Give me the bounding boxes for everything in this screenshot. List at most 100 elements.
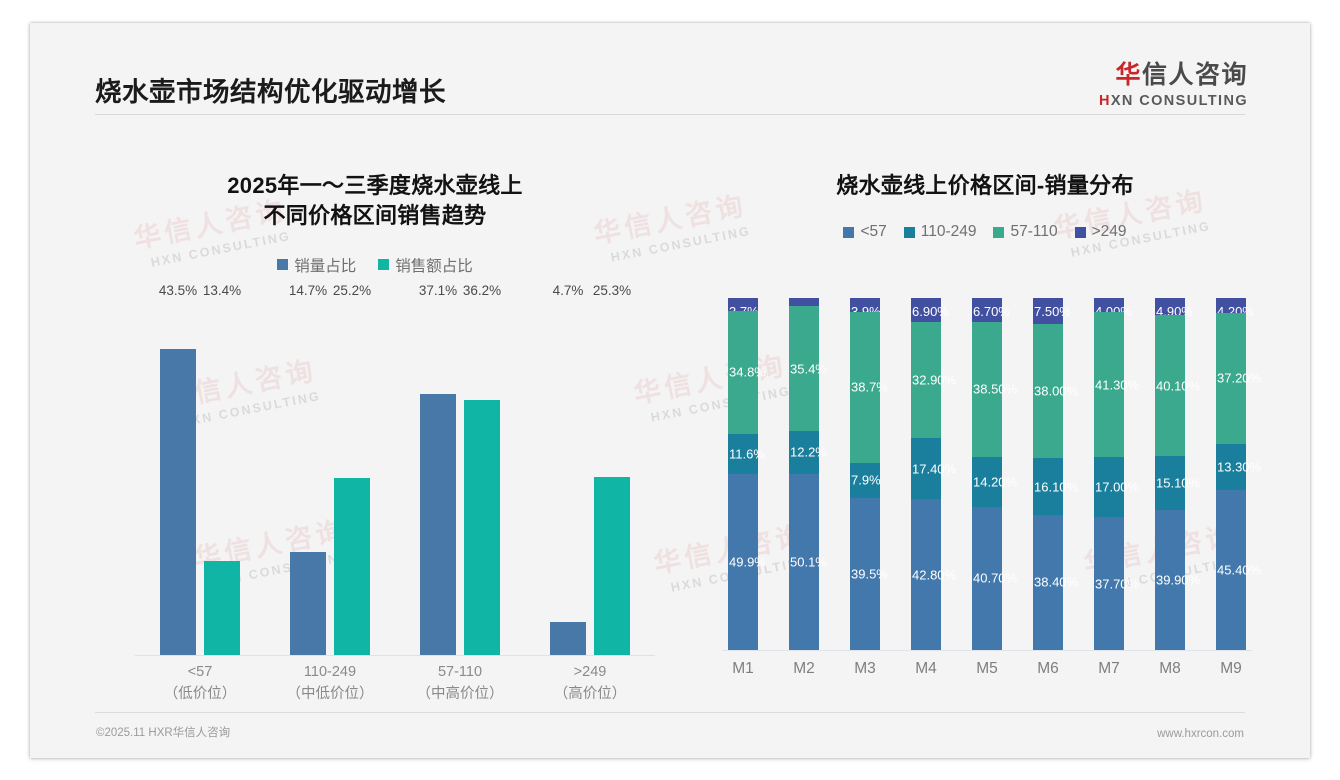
logo-chinese-rest: 信人咨询	[1141, 61, 1248, 89]
stack-segment-label: 38.7%	[851, 379, 888, 395]
bar-wrap[interactable]: 36.2%	[463, 283, 501, 655]
stack-segment-gt249[interactable]: 2.4%	[789, 297, 820, 318]
stack-segment-label: 13.30%	[1217, 459, 1262, 475]
stack-segment-110-249[interactable]: 14.20%	[972, 456, 1017, 507]
legend-swatch-revenue-share	[378, 259, 390, 271]
bar-wrap[interactable]: 25.3%	[593, 283, 631, 655]
slide-canvas: 烧水壶市场结构优化驱动增长 华信人咨询 HXN CONSULTING 华信人咨询…	[30, 23, 1310, 758]
bar-value-label: 43.5%	[158, 283, 198, 298]
footer-website[interactable]: www.hxrcon.com	[1157, 728, 1244, 740]
stack-segment-label: 39.90%	[1156, 572, 1201, 588]
bar-value-label: 25.2%	[332, 283, 372, 298]
stack-segment-110-249[interactable]: 16.10%	[1033, 458, 1078, 515]
bar-wrap[interactable]: 37.1%	[419, 283, 457, 655]
stack-segment-57-110[interactable]: 35.4%	[789, 306, 827, 431]
left-chart-legend: 销量占比 销售额占比	[70, 254, 680, 276]
stacked-bar-plot-area: 3.7% 34.8% 11.6% 49.9% 2.4%	[722, 297, 1261, 650]
category-label: M4	[915, 660, 937, 677]
stack-segment-57-110[interactable]: 34.8%	[728, 311, 766, 434]
bar-wrap[interactable]: 14.7%	[289, 283, 327, 655]
stack-segment-label: 14.20%	[973, 474, 1018, 490]
stack-segment-57-110[interactable]: 37.20%	[1216, 312, 1261, 444]
category-label: M9	[1220, 660, 1242, 677]
stack-segment-57-110[interactable]: 40.10%	[1155, 315, 1200, 457]
category-label: M7	[1098, 660, 1120, 677]
stack-segment-label: 32.90%	[912, 372, 957, 388]
stack-segment-lt57[interactable]: 37.70%	[1094, 517, 1139, 650]
bar-rect[interactable]	[594, 476, 630, 655]
bar-value-label: 14.7%	[288, 283, 328, 298]
stack-segment-label: 7.9%	[851, 472, 881, 488]
stack-segment-gt249[interactable]: 6.70%	[972, 298, 1010, 322]
stack-segment-110-249[interactable]: 7.9%	[850, 462, 881, 498]
stack-segment-110-249[interactable]: 17.40%	[911, 438, 956, 500]
bar-wrap[interactable]: 13.4%	[203, 283, 241, 655]
stack-segment-lt57[interactable]: 49.9%	[728, 474, 766, 650]
stack-segment-lt57[interactable]: 40.70%	[972, 506, 1017, 650]
stack-segment-57-110[interactable]: 38.7%	[850, 311, 888, 463]
stack-segment-lt57[interactable]: 38.40%	[1033, 514, 1078, 650]
legend-item-110-249[interactable]: 110-249	[903, 223, 977, 241]
stack-segment-57-110[interactable]: 32.90%	[911, 322, 956, 439]
stack-segment-110-249[interactable]: 17.00%	[1094, 457, 1139, 518]
bar-rect[interactable]	[334, 477, 370, 655]
stack-segment-label: 41.30%	[1095, 377, 1140, 393]
stack-segment-gt249[interactable]: 3.7%	[728, 298, 759, 318]
legend-label-110-249: 110-249	[920, 223, 977, 241]
bar-wrap[interactable]: 43.5%	[159, 283, 197, 655]
legend-label-lt57: <57	[860, 223, 887, 241]
stack-segment-label: 39.5%	[851, 566, 888, 582]
stack-segment-label: 37.20%	[1217, 370, 1262, 386]
bar-group: 37.1% 36.2%	[404, 283, 516, 655]
stack-segment-110-249[interactable]: 15.10%	[1155, 456, 1200, 510]
stack-segment-gt249[interactable]: 4.90%	[1155, 298, 1193, 318]
stack-segment-110-249[interactable]: 13.30%	[1216, 443, 1261, 491]
legend-item-lt57[interactable]: <57	[843, 223, 887, 241]
category-label: M6	[1037, 660, 1059, 677]
bar-rect[interactable]	[420, 393, 456, 655]
stack-segment-lt57[interactable]: 50.1%	[789, 473, 827, 650]
bar-wrap[interactable]: 4.7%	[550, 283, 586, 655]
category-label: M8	[1159, 660, 1181, 677]
legend-label-gt249: >249	[1091, 223, 1127, 241]
bar-rect[interactable]	[204, 560, 240, 655]
stack-segment-gt249[interactable]: 4.00%	[1094, 298, 1132, 318]
stack-segment-lt57[interactable]: 42.80%	[911, 499, 956, 650]
legend-item-57-110[interactable]: 57-110	[993, 223, 1058, 241]
legend-label-57-110: 57-110	[1010, 223, 1058, 241]
bar-group: 14.7% 25.2%	[274, 283, 386, 655]
bar-wrap[interactable]: 25.2%	[333, 283, 371, 655]
stack-segment-110-249[interactable]: 12.2%	[789, 430, 827, 474]
stacked-column: 2.4% 35.4% 12.2% 50.1%	[789, 297, 827, 650]
stack-segment-label: 15.10%	[1156, 475, 1201, 491]
stack-segment-57-110[interactable]: 41.30%	[1094, 312, 1139, 458]
category-label-sub: （高价位）	[553, 686, 627, 703]
stack-segment-label: 50.1%	[790, 554, 827, 570]
stack-segment-gt249[interactable]: 4.20%	[1216, 298, 1254, 318]
stack-segment-lt57[interactable]: 39.90%	[1155, 509, 1200, 650]
bar-rect[interactable]	[290, 551, 326, 655]
stack-segment-110-249[interactable]: 11.6%	[728, 433, 765, 475]
legend-item-gt249[interactable]: >249	[1074, 223, 1127, 241]
category-label-sub: （低价位）	[163, 686, 237, 703]
stack-segment-label: 40.10%	[1156, 378, 1201, 394]
category-label: M1	[732, 660, 754, 677]
category-label: 110-249 （中低价位）	[274, 661, 386, 706]
bar-rect[interactable]	[464, 400, 500, 655]
category-label: 57-110 （中高价位）	[404, 661, 516, 706]
legend-item-revenue-share[interactable]: 销售额占比	[378, 254, 473, 276]
stack-segment-57-110[interactable]: 38.50%	[972, 321, 1017, 457]
bar-rect[interactable]	[550, 621, 586, 655]
stack-segment-lt57[interactable]: 39.5%	[850, 497, 888, 650]
legend-item-volume-share[interactable]: 销量占比	[277, 254, 356, 276]
stack-segment-gt249[interactable]: 7.50%	[1033, 298, 1071, 325]
category-label-sub: （中低价位）	[286, 686, 374, 703]
stack-segment-lt57[interactable]: 45.40%	[1216, 490, 1261, 650]
bar-group: 43.5% 13.4%	[144, 283, 256, 655]
stack-segment-label: 45.40%	[1217, 562, 1262, 578]
stack-segment-label: 6.70%	[973, 304, 1010, 319]
stack-segment-57-110[interactable]: 38.00%	[1033, 324, 1078, 459]
stack-segment-gt249[interactable]: 3.9%	[850, 298, 881, 318]
stack-segment-gt249[interactable]: 6.90%	[911, 298, 949, 323]
bar-rect[interactable]	[160, 348, 196, 655]
